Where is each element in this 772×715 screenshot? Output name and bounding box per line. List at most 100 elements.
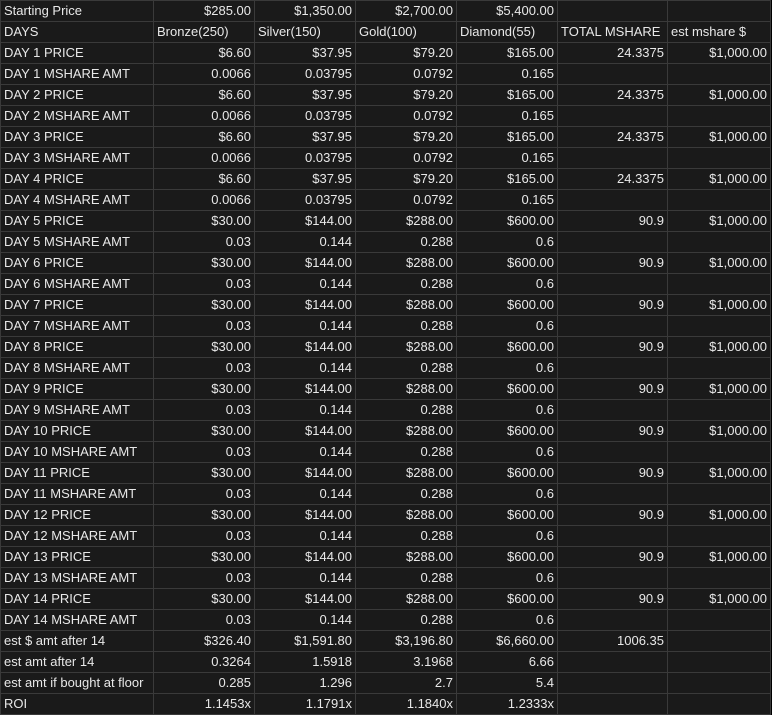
data-cell[interactable]: [667, 693, 771, 715]
row-label-cell[interactable]: DAY 14 PRICE: [0, 588, 154, 610]
row-label-cell[interactable]: est amt after 14: [0, 651, 154, 673]
data-cell[interactable]: 0.0066: [153, 189, 255, 211]
data-cell[interactable]: 0.03: [153, 357, 255, 379]
data-cell[interactable]: $5,400.00: [456, 0, 558, 22]
row-label-cell[interactable]: DAY 11 MSHARE AMT: [0, 483, 154, 505]
data-cell[interactable]: $165.00: [456, 126, 558, 148]
data-cell[interactable]: 0.144: [254, 273, 356, 295]
data-cell[interactable]: $326.40: [153, 630, 255, 652]
row-label-cell[interactable]: DAY 10 PRICE: [0, 420, 154, 442]
data-cell[interactable]: $288.00: [355, 546, 457, 568]
data-cell[interactable]: 0.03: [153, 441, 255, 463]
data-cell[interactable]: [667, 609, 771, 631]
data-cell[interactable]: $288.00: [355, 252, 457, 274]
data-cell[interactable]: 0.03795: [254, 189, 356, 211]
data-cell[interactable]: $37.95: [254, 42, 356, 64]
data-cell[interactable]: [557, 189, 668, 211]
data-cell[interactable]: 0.6: [456, 357, 558, 379]
data-cell[interactable]: $1,000.00: [667, 42, 771, 64]
data-cell[interactable]: 0.144: [254, 609, 356, 631]
data-cell[interactable]: 1.1840x: [355, 693, 457, 715]
data-cell[interactable]: 0.03: [153, 273, 255, 295]
data-cell[interactable]: 0.03: [153, 525, 255, 547]
data-cell[interactable]: 0.288: [355, 483, 457, 505]
data-cell[interactable]: [557, 693, 668, 715]
data-cell[interactable]: [557, 105, 668, 127]
row-label-cell[interactable]: Starting Price: [0, 0, 154, 22]
data-cell[interactable]: 90.9: [557, 378, 668, 400]
data-cell[interactable]: 0.0792: [355, 105, 457, 127]
row-label-cell[interactable]: DAY 1 PRICE: [0, 42, 154, 64]
data-cell[interactable]: $1,000.00: [667, 126, 771, 148]
data-cell[interactable]: 0.03795: [254, 105, 356, 127]
data-cell[interactable]: 0.03: [153, 609, 255, 631]
data-cell[interactable]: 90.9: [557, 210, 668, 232]
data-cell[interactable]: [557, 399, 668, 421]
data-cell[interactable]: [557, 273, 668, 295]
data-cell[interactable]: $1,000.00: [667, 588, 771, 610]
row-label-cell[interactable]: DAYS: [0, 21, 154, 43]
data-cell[interactable]: $144.00: [254, 210, 356, 232]
row-label-cell[interactable]: DAY 3 MSHARE AMT: [0, 147, 154, 169]
data-cell[interactable]: 24.3375: [557, 84, 668, 106]
data-cell[interactable]: 0.0066: [153, 105, 255, 127]
data-cell[interactable]: 0.03: [153, 483, 255, 505]
data-cell[interactable]: $30.00: [153, 462, 255, 484]
data-cell[interactable]: 0.03: [153, 231, 255, 253]
data-cell[interactable]: 90.9: [557, 252, 668, 274]
data-cell[interactable]: $600.00: [456, 252, 558, 274]
data-cell[interactable]: [667, 189, 771, 211]
data-cell[interactable]: 3.1968: [355, 651, 457, 673]
data-cell[interactable]: 1.1453x: [153, 693, 255, 715]
row-label-cell[interactable]: DAY 7 MSHARE AMT: [0, 315, 154, 337]
data-cell[interactable]: $1,000.00: [667, 378, 771, 400]
data-cell[interactable]: [557, 525, 668, 547]
row-label-cell[interactable]: DAY 4 MSHARE AMT: [0, 189, 154, 211]
data-cell[interactable]: 0.03: [153, 399, 255, 421]
data-cell[interactable]: 1.5918: [254, 651, 356, 673]
data-cell[interactable]: [557, 609, 668, 631]
data-cell[interactable]: $79.20: [355, 42, 457, 64]
data-cell[interactable]: 90.9: [557, 462, 668, 484]
data-cell[interactable]: $144.00: [254, 504, 356, 526]
data-cell[interactable]: 90.9: [557, 420, 668, 442]
data-cell[interactable]: 90.9: [557, 294, 668, 316]
data-cell[interactable]: 0.288: [355, 357, 457, 379]
data-cell[interactable]: [667, 399, 771, 421]
data-cell[interactable]: 0.6: [456, 441, 558, 463]
data-cell[interactable]: [557, 672, 668, 694]
data-cell[interactable]: $144.00: [254, 546, 356, 568]
data-cell[interactable]: $288.00: [355, 336, 457, 358]
data-cell[interactable]: [557, 315, 668, 337]
data-cell[interactable]: $1,000.00: [667, 168, 771, 190]
data-cell[interactable]: $30.00: [153, 378, 255, 400]
data-cell[interactable]: [667, 357, 771, 379]
data-cell[interactable]: [667, 525, 771, 547]
data-cell[interactable]: [557, 441, 668, 463]
row-label-cell[interactable]: DAY 13 MSHARE AMT: [0, 567, 154, 589]
data-cell[interactable]: $600.00: [456, 588, 558, 610]
data-cell[interactable]: $165.00: [456, 42, 558, 64]
data-cell[interactable]: $288.00: [355, 210, 457, 232]
data-cell[interactable]: 0.165: [456, 189, 558, 211]
data-cell[interactable]: 0.6: [456, 525, 558, 547]
data-cell[interactable]: $1,000.00: [667, 84, 771, 106]
data-cell[interactable]: 0.144: [254, 567, 356, 589]
data-cell[interactable]: 0.288: [355, 525, 457, 547]
data-cell[interactable]: [667, 630, 771, 652]
data-cell[interactable]: $37.95: [254, 168, 356, 190]
data-cell[interactable]: $30.00: [153, 420, 255, 442]
data-cell[interactable]: $2,700.00: [355, 0, 457, 22]
row-label-cell[interactable]: DAY 4 PRICE: [0, 168, 154, 190]
data-cell[interactable]: Gold(100): [355, 21, 457, 43]
data-cell[interactable]: $30.00: [153, 588, 255, 610]
row-label-cell[interactable]: DAY 8 MSHARE AMT: [0, 357, 154, 379]
row-label-cell[interactable]: DAY 12 MSHARE AMT: [0, 525, 154, 547]
row-label-cell[interactable]: ROI: [0, 693, 154, 715]
data-cell[interactable]: [667, 483, 771, 505]
data-cell[interactable]: 0.0066: [153, 63, 255, 85]
data-cell[interactable]: $288.00: [355, 378, 457, 400]
data-cell[interactable]: [667, 567, 771, 589]
data-cell[interactable]: $1,000.00: [667, 210, 771, 232]
data-cell[interactable]: $288.00: [355, 504, 457, 526]
